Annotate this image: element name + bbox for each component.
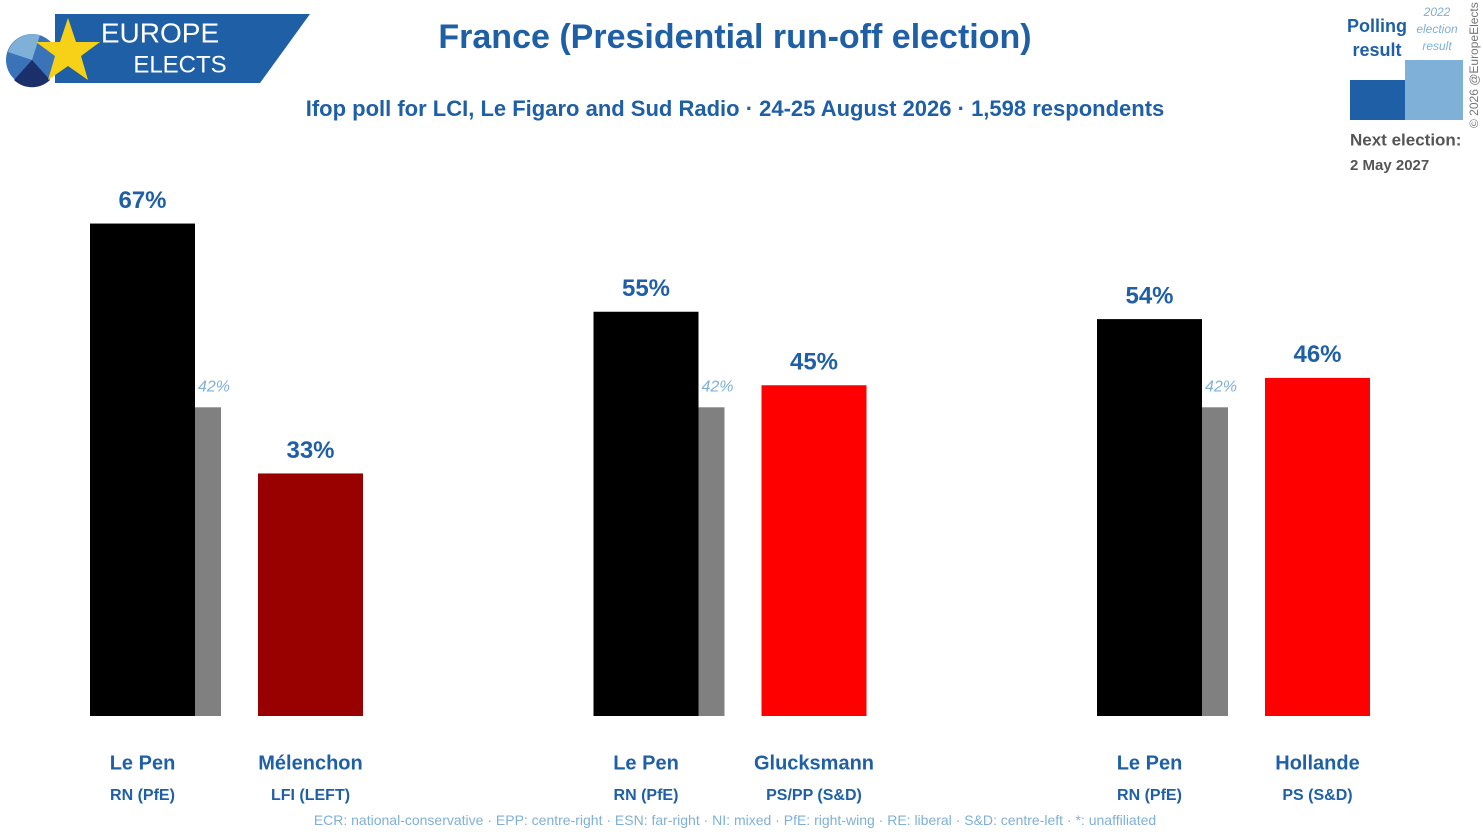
previous-bar — [195, 407, 221, 716]
logo-slice — [14, 60, 50, 88]
logo-slice — [8, 33, 40, 60]
bar — [761, 385, 867, 716]
next-election-date: 2 May 2027 — [1350, 157, 1429, 174]
chart-subtitle: Ifop poll for LCI, Le Figaro and Sud Rad… — [305, 96, 1165, 121]
candidate-name: Le Pen — [1117, 752, 1183, 774]
bar — [1097, 319, 1202, 716]
next-election-label: Next election: — [1350, 130, 1461, 149]
copyright: © 2026 @EuropeElects — [1467, 2, 1481, 128]
previous-label: 42% — [1205, 379, 1237, 396]
value-label: 67% — [118, 187, 166, 214]
candidate-name: Hollande — [1275, 752, 1359, 774]
chart-title: France (Presidential run-off election) — [438, 18, 1032, 56]
party-label: RN (PfE) — [614, 787, 679, 804]
bar — [258, 473, 363, 716]
legend-previous: 2022 election result — [1416, 5, 1458, 53]
logo-star — [36, 18, 100, 80]
legend-current: Polling result — [1347, 16, 1407, 60]
legend-swatch — [1350, 80, 1405, 120]
value-label: 45% — [790, 349, 838, 376]
value-label: 54% — [1125, 282, 1173, 309]
previous-label: 42% — [701, 379, 733, 396]
candidate-name: Mélenchon — [258, 752, 362, 774]
value-label: 46% — [1293, 341, 1341, 368]
party-label: PS (S&D) — [1282, 787, 1352, 804]
bar — [1265, 377, 1370, 716]
previous-bar — [698, 407, 725, 716]
party-label: LFI (LEFT) — [271, 787, 350, 804]
legend-swatch — [1405, 60, 1463, 120]
previous-bar — [1202, 407, 1228, 716]
bar — [90, 223, 195, 717]
logo-banner — [55, 14, 310, 83]
party-label: RN (PfE) — [110, 787, 175, 804]
value-label: 33% — [286, 437, 334, 464]
bar — [593, 311, 699, 716]
party-label: RN (PfE) — [1117, 787, 1182, 804]
candidate-name: Glucksmann — [754, 752, 874, 774]
value-label: 55% — [622, 275, 670, 302]
candidate-name: Le Pen — [110, 752, 176, 774]
previous-label: 42% — [198, 379, 230, 396]
logo-text: EUROPE — [101, 17, 219, 48]
footnote: ECR: national-conservative · EPP: centre… — [313, 812, 1157, 828]
party-label: PS/PP (S&D) — [766, 787, 862, 804]
logo-text: ELECTS — [133, 51, 226, 78]
candidate-name: Le Pen — [613, 752, 679, 774]
